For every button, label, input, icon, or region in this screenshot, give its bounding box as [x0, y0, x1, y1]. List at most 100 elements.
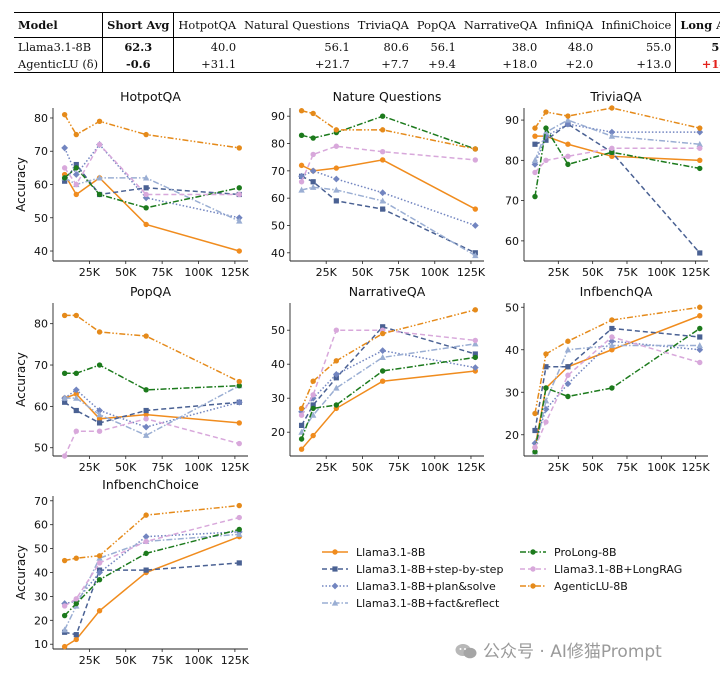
subplot-title: HotpotQA — [120, 89, 181, 104]
subplot-nature-questions: Nature Questions 40 50 60 70 80 90 25K 50K 75K 100… — [271, 89, 486, 279]
y-axis-label: Accuracy — [14, 157, 28, 212]
data-point — [532, 410, 538, 417]
series-llama3-1-8b-longrag — [532, 145, 703, 176]
data-point — [543, 137, 549, 143]
data-point — [697, 359, 703, 366]
data-point — [696, 128, 704, 136]
y-axis-label: Accuracy — [14, 545, 28, 600]
x-tick-label: 25K — [79, 654, 101, 667]
cell-hotpotqa: +31.1 — [201, 56, 237, 71]
header-model: Model — [14, 12, 104, 38]
y-tick-label: 60 — [34, 400, 48, 413]
x-tick-label: 100K — [421, 461, 450, 474]
x-tick-label: 25K — [316, 461, 338, 474]
data-point — [143, 416, 149, 422]
watermark: 公众号 · AI修猫Prompt — [455, 637, 705, 663]
series-line — [534, 306, 700, 414]
series-line — [63, 174, 240, 252]
x-tick-label: 100K — [184, 266, 213, 279]
y-tick-label: 50 — [34, 212, 48, 225]
data-point — [61, 603, 68, 609]
x-tick-label: 125K — [457, 461, 486, 474]
data-point — [73, 428, 79, 434]
legend-item: Llama3.1-8B+LongRAG — [520, 563, 682, 576]
data-point — [310, 135, 316, 141]
data-point — [472, 354, 479, 361]
data-point — [472, 337, 479, 344]
data-point — [236, 383, 242, 389]
data-point — [333, 384, 340, 391]
x-tick-label: 100K — [647, 266, 676, 279]
cell-natural-questions: 56.1 — [324, 39, 350, 54]
data-point — [96, 191, 103, 198]
series-llama3-1-8b-longrag — [61, 141, 242, 198]
data-point — [142, 174, 150, 181]
data-point — [472, 206, 479, 212]
data-point — [143, 550, 149, 557]
series-llama3-1-8b-longrag — [298, 143, 479, 185]
x-tick-label: 125K — [682, 266, 711, 279]
data-point — [310, 179, 316, 185]
series-line — [301, 159, 476, 210]
data-point — [61, 626, 68, 633]
series-line — [300, 329, 476, 416]
legend: Llama3.1-8B Llama3.1-8B+step-by-step Llama… — [322, 546, 682, 610]
row-short-avg: 62.3 — [102, 37, 175, 55]
data-point — [333, 165, 340, 171]
series-prolong-8b — [532, 125, 703, 200]
x-tick-label: 50K — [352, 461, 374, 474]
data-point — [298, 172, 305, 180]
data-point — [333, 358, 340, 364]
y-tick-label: 50 — [34, 442, 48, 455]
data-point — [697, 145, 703, 151]
data-point — [236, 185, 242, 191]
data-point — [697, 325, 703, 332]
data-point — [73, 191, 79, 198]
data-point — [609, 149, 615, 155]
series-line — [301, 175, 476, 254]
data-point — [236, 248, 242, 254]
legend-item: AgenticLU-8B — [520, 580, 628, 593]
data-point — [472, 340, 479, 347]
data-point — [532, 444, 538, 451]
data-point — [143, 191, 149, 198]
data-point — [236, 217, 243, 224]
data-point — [565, 113, 571, 119]
data-point — [309, 411, 317, 418]
series-line — [534, 344, 700, 452]
legend-label: Llama3.1-8B — [356, 546, 425, 559]
summary-header-row: Model Short Avg HotpotQA Natural Questio… — [14, 12, 720, 38]
data-point — [609, 317, 615, 323]
series-line — [64, 163, 240, 196]
x-tick-label: 25K — [79, 266, 101, 279]
data-point — [310, 432, 316, 439]
data-point — [73, 165, 79, 171]
series-llama3-1-8b-longrag — [532, 334, 703, 451]
y-tick-label: 60 — [34, 179, 48, 192]
data-point — [142, 194, 150, 202]
data-point — [609, 347, 615, 353]
data-point — [380, 324, 386, 330]
chat-bubble-icon — [455, 643, 477, 660]
legend-label: Llama3.1-8B+step-by-step — [356, 563, 503, 576]
data-point — [73, 394, 80, 401]
x-tick-label: 25K — [548, 266, 570, 279]
cell-narrativeqa: 38.0 — [511, 39, 538, 54]
summary-table: Model Short Avg HotpotQA Natural Questio… — [14, 12, 720, 73]
data-point — [333, 402, 340, 408]
series-agenticlu-8b — [61, 312, 242, 385]
data-point — [236, 502, 242, 509]
data-point — [565, 364, 571, 370]
data-point — [379, 127, 386, 133]
x-tick-label: 25K — [79, 461, 101, 474]
y-tick-label: 90 — [271, 110, 285, 123]
data-point — [143, 407, 149, 414]
series-prolong-8b — [532, 325, 703, 455]
cell-natural-questions: +21.7 — [314, 56, 350, 71]
data-point — [96, 329, 103, 335]
series-agenticlu-8b — [61, 502, 242, 564]
series-line — [534, 336, 700, 448]
data-point — [143, 333, 149, 339]
series-llama3-1-8b-plan-solve — [298, 167, 479, 229]
series-line — [300, 325, 476, 426]
